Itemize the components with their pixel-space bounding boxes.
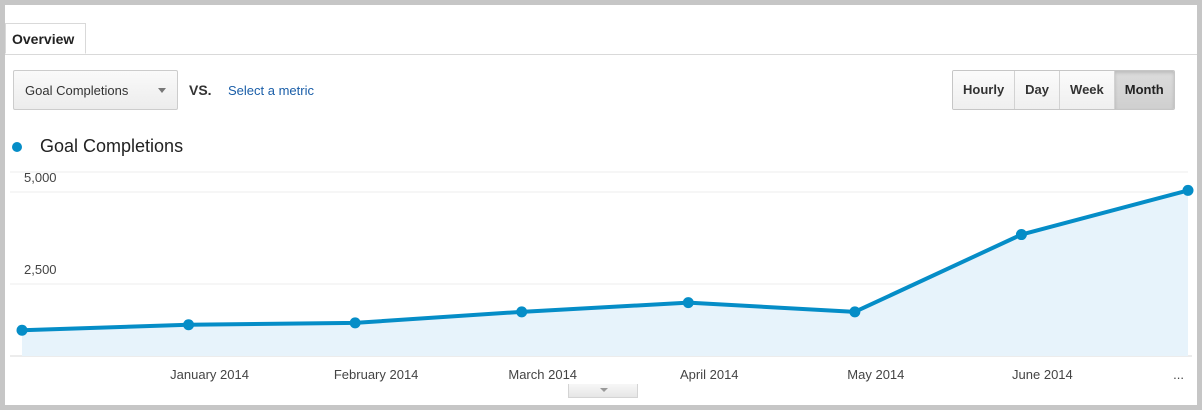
chevron-down-icon <box>158 88 166 93</box>
y-tick-label-1: 5,000 <box>24 170 57 185</box>
x-tick-label-3: March 2014 <box>508 367 577 382</box>
chevron-down-icon <box>600 388 608 392</box>
tab-strip: Overview <box>5 5 1197 55</box>
series-area <box>22 190 1188 356</box>
data-point-7 <box>1182 184 1194 196</box>
period-week-button[interactable]: Week <box>1059 71 1114 109</box>
x-tick-label-1: January 2014 <box>170 367 249 382</box>
data-point-6 <box>1015 229 1027 241</box>
y-tick-label-0: 2,500 <box>24 262 57 277</box>
x-tick-label-5: May 2014 <box>847 367 904 382</box>
period-hourly-button[interactable]: Hourly <box>953 71 1015 109</box>
select-metric-link[interactable]: Select a metric <box>228 83 314 98</box>
data-point-4 <box>682 297 694 309</box>
series-line <box>21 188 1189 333</box>
legend-series-name: Goal Completions <box>40 136 184 156</box>
data-point-0 <box>16 324 28 336</box>
x-tick-label-2: February 2014 <box>334 367 419 382</box>
data-point-1 <box>183 319 195 331</box>
data-point-3 <box>516 306 528 318</box>
vs-label: VS. <box>189 82 212 98</box>
data-point-2 <box>349 317 361 329</box>
data-point-5 <box>849 306 861 318</box>
x-tick-label-6: June 2014 <box>1012 367 1073 382</box>
metric-select-value: Goal Completions <box>25 83 129 98</box>
tab-overview[interactable]: Overview <box>5 23 87 54</box>
chart-scroll-handle[interactable] <box>568 384 638 398</box>
legend-dot-icon <box>12 142 22 152</box>
x-tick-label-4: April 2014 <box>680 367 739 382</box>
metric-select[interactable]: Goal Completions <box>13 70 178 110</box>
period-day-button[interactable]: Day <box>1014 71 1060 109</box>
period-toggle-group: Hourly Day Week Month <box>952 70 1175 110</box>
period-month-button[interactable]: Month <box>1113 71 1174 109</box>
x-tick-label-7: ... <box>1173 367 1184 382</box>
